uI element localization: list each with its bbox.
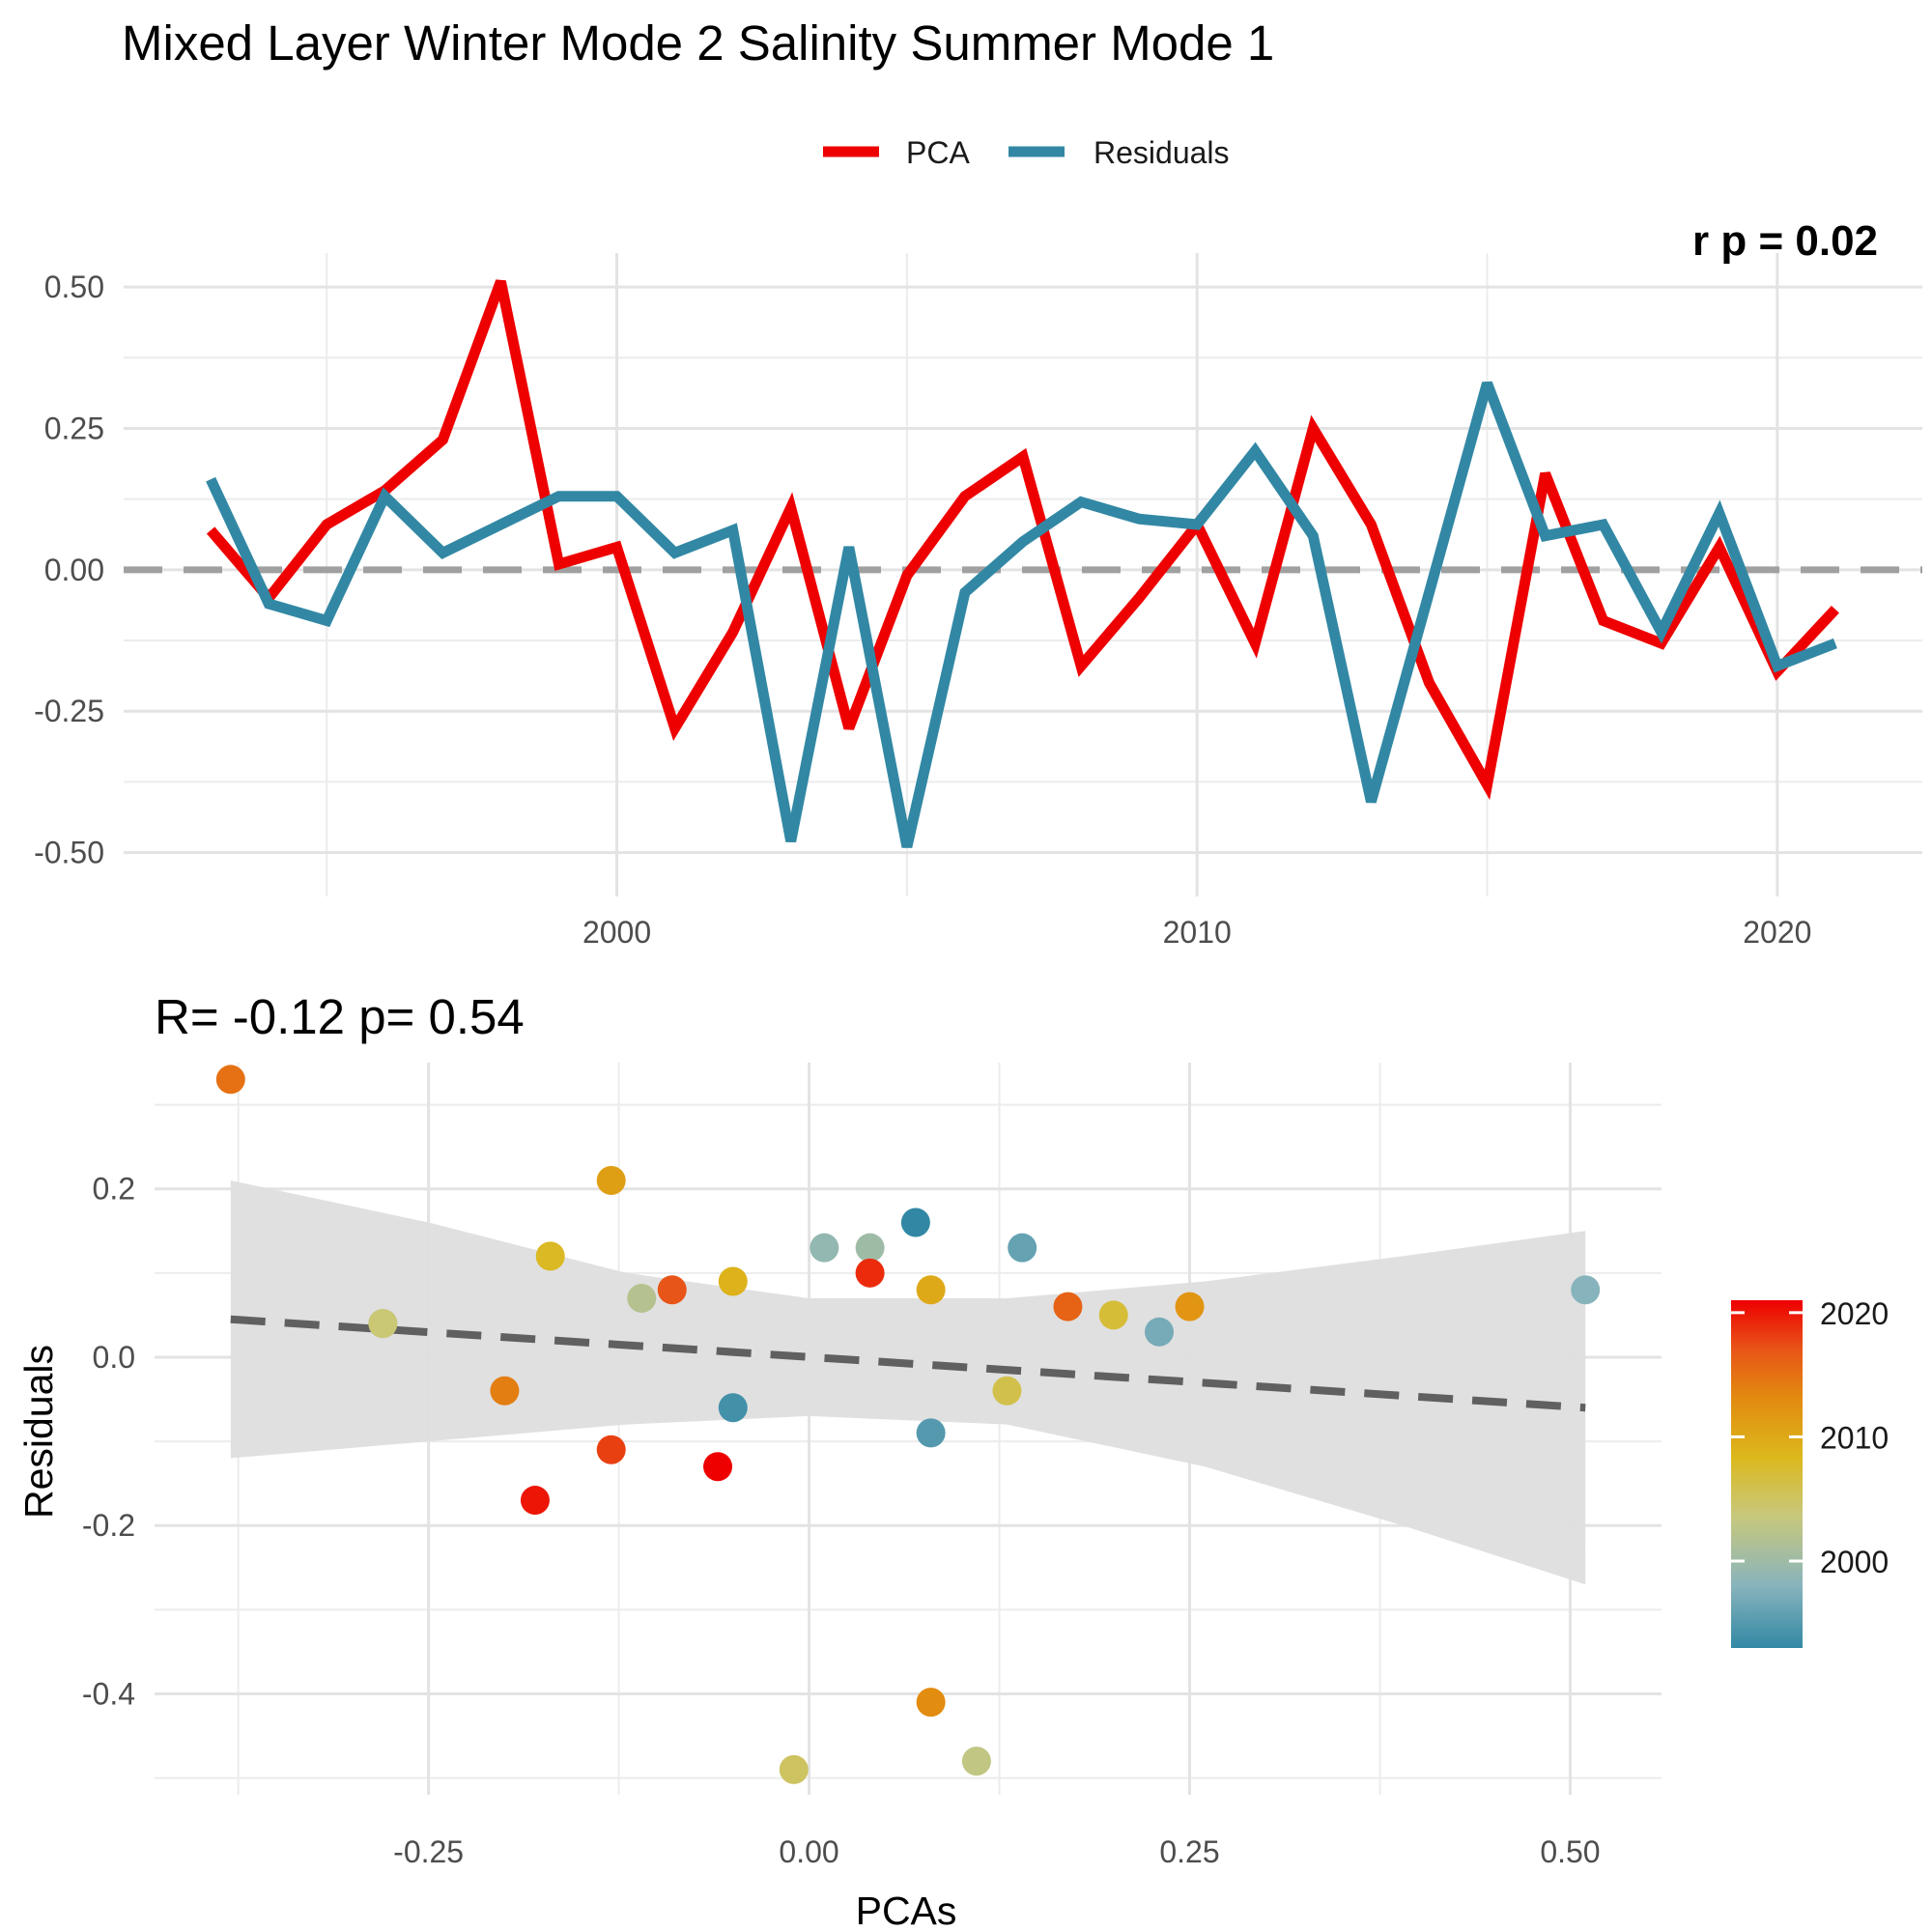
regression-line — [230, 1315, 1586, 1412]
clipped-annotation: r p = 0.02 — [1692, 217, 1878, 265]
scatter-point — [900, 1208, 930, 1237]
scatter-point — [520, 1486, 550, 1516]
y-tick-label: 0.0 — [93, 1340, 135, 1375]
colorbar-tick-label: 2010 — [1820, 1420, 1889, 1455]
x-axis-title: PCAs — [856, 1889, 957, 1932]
x-tick-label: 0.25 — [1159, 1834, 1219, 1869]
scatter-point — [1008, 1233, 1037, 1263]
bottom-y-tick-labels: 0.2 0.0 -0.2 -0.4 — [82, 1172, 135, 1712]
scatter-point — [1145, 1317, 1174, 1347]
x-tick-label: 2010 — [1163, 915, 1232, 950]
x-tick-label: 2020 — [1743, 915, 1811, 950]
scatter-point — [596, 1165, 626, 1195]
series-line-residuals — [206, 381, 1837, 848]
y-tick-label: 0.00 — [44, 553, 104, 587]
y-tick-label: 0.50 — [44, 270, 104, 304]
scatter-point — [535, 1241, 565, 1271]
scatter-panel: R= -0.12 p= 0.54 0.2 0.0 -0.2 -0.4 -0.25 0.0… — [16, 989, 1662, 1932]
x-tick-label: 2000 — [582, 915, 651, 950]
scatter-point — [596, 1435, 626, 1464]
legend: PCA Residuals — [823, 135, 1230, 170]
y-tick-label: -0.50 — [34, 836, 104, 870]
legend-label-pca: PCA — [906, 135, 970, 170]
colorbar-tick-label: 2000 — [1820, 1545, 1889, 1579]
x-tick-label: 0.00 — [779, 1834, 838, 1869]
year-colorbar: 2020 2010 2000 — [1731, 1296, 1889, 1648]
top-x-tick-labels: 2000 2010 2020 — [582, 915, 1811, 950]
colorbar-ticks: 2020 2010 2000 — [1731, 1296, 1889, 1579]
top-grid — [124, 253, 1922, 896]
scatter-point — [490, 1376, 520, 1406]
scatter-point — [1098, 1300, 1128, 1330]
scatter-point — [916, 1418, 946, 1448]
scatter-point — [916, 1688, 946, 1718]
time-series-panel: 0.50 0.25 0.00 -0.25 -0.50 2000 2010 2020 r p … — [34, 217, 1922, 950]
legend-label-residuals: Residuals — [1094, 135, 1230, 170]
colorbar-tick-label: 2020 — [1820, 1296, 1889, 1331]
scatter-point — [718, 1266, 748, 1296]
scatter-point — [368, 1309, 398, 1339]
scatter-point — [627, 1283, 657, 1313]
scatter-point — [1571, 1275, 1601, 1305]
y-tick-label: 0.25 — [44, 411, 104, 445]
time-series-lines — [206, 279, 1839, 848]
scatter-point — [961, 1747, 991, 1776]
scatter-point — [657, 1275, 687, 1305]
y-tick-label: -0.2 — [82, 1508, 135, 1543]
y-tick-label: -0.4 — [82, 1676, 135, 1711]
colorbar-gradient — [1731, 1300, 1803, 1648]
x-tick-label: 0.50 — [1540, 1834, 1600, 1869]
scatter-point — [855, 1258, 885, 1288]
y-tick-label: 0.2 — [93, 1172, 135, 1207]
scatter-point — [703, 1452, 733, 1482]
series-line-pca — [206, 279, 1839, 801]
scatter-point — [1175, 1292, 1205, 1321]
y-axis-title: Residuals — [16, 1345, 61, 1519]
scatter-point — [855, 1233, 885, 1263]
confidence-ribbon — [230, 1180, 1586, 1585]
x-tick-label: -0.25 — [393, 1834, 464, 1869]
top-y-tick-labels: 0.50 0.25 0.00 -0.25 -0.50 — [34, 270, 104, 869]
scatter-point — [916, 1275, 946, 1305]
bottom-x-tick-labels: -0.25 0.00 0.25 0.50 — [393, 1834, 1600, 1869]
scatter-point — [718, 1393, 748, 1423]
scatter-subtitle: R= -0.12 p= 0.54 — [155, 989, 525, 1044]
scatter-point — [1053, 1292, 1083, 1321]
chart-title: Mixed Layer Winter Mode 2 Salinity Summe… — [122, 15, 1274, 71]
scatter-point — [779, 1754, 809, 1784]
y-tick-label: -0.25 — [34, 694, 104, 728]
scatter-points — [215, 1065, 1601, 1784]
scatter-point — [810, 1233, 839, 1263]
scatter-point — [992, 1376, 1022, 1406]
scatter-point — [215, 1065, 245, 1094]
